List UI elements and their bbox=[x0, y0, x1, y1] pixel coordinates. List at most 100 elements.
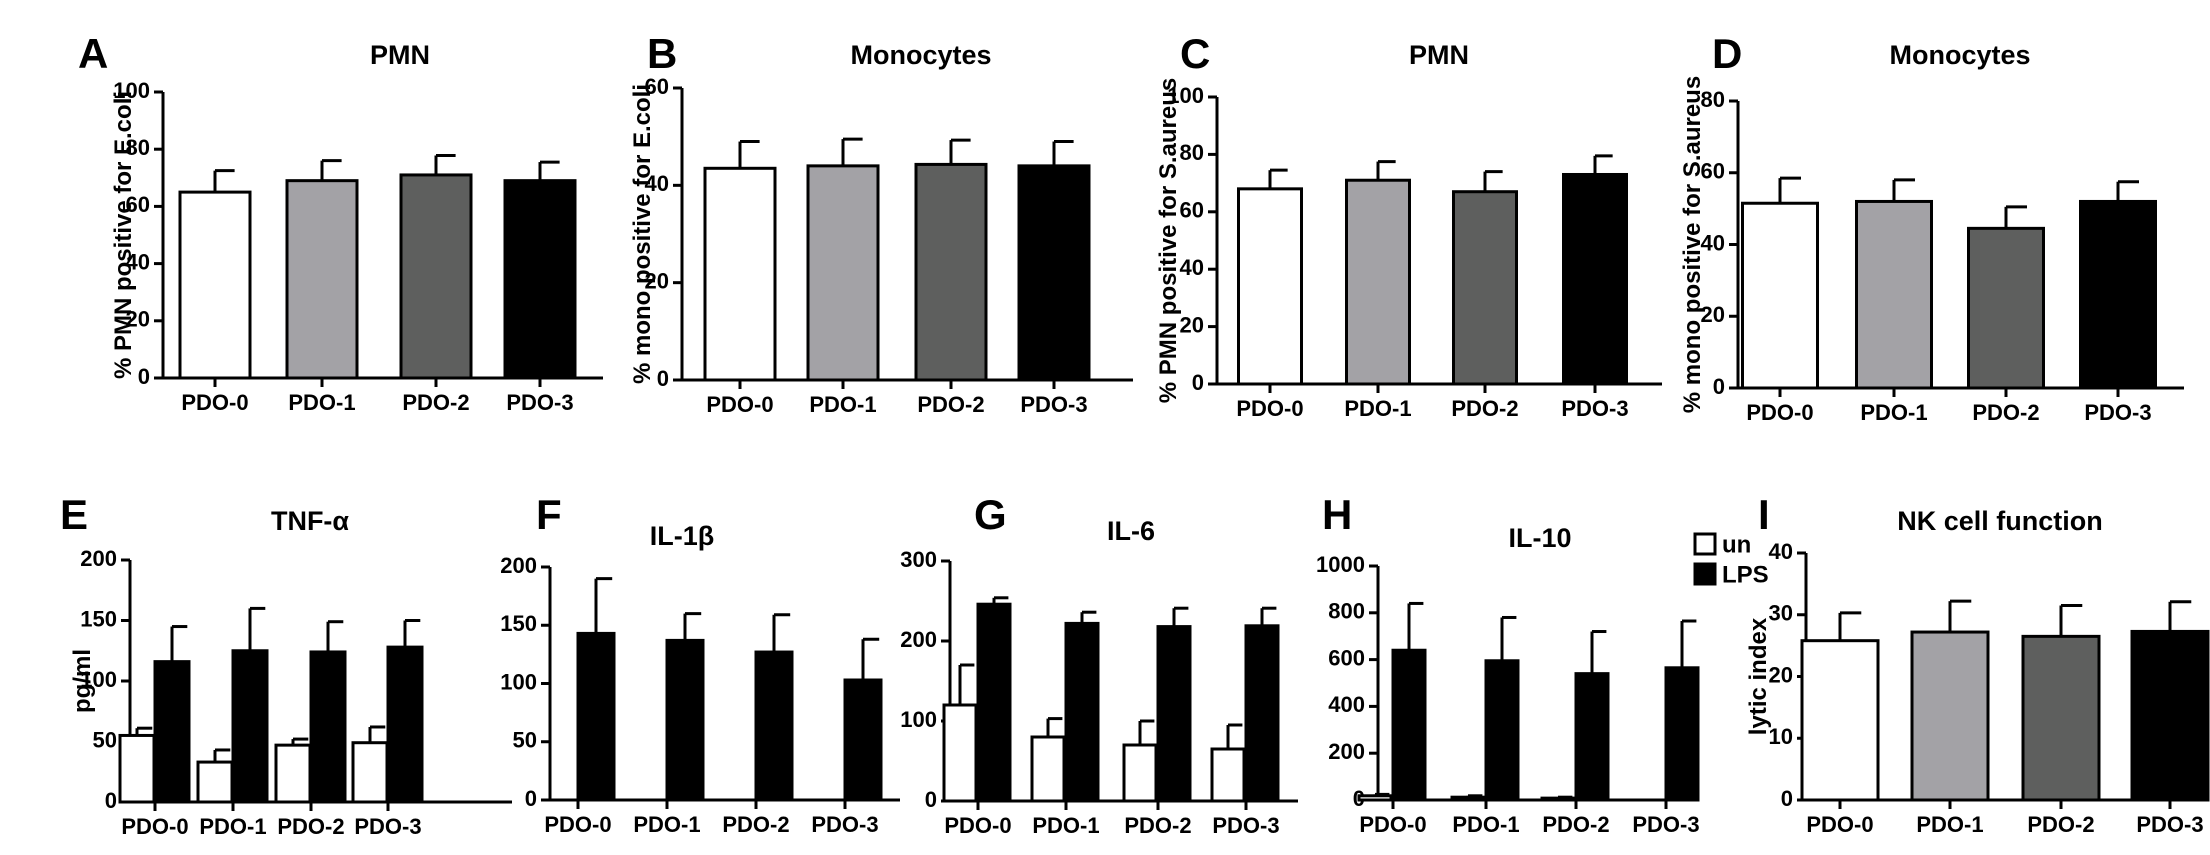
y-tick-label: 20 bbox=[126, 307, 150, 332]
x-tick-label: PDO-1 bbox=[1344, 396, 1411, 421]
x-tick-label: PDO-3 bbox=[506, 390, 573, 415]
y-tick-label: 0 bbox=[105, 788, 117, 813]
y-tick-label: 80 bbox=[1701, 87, 1725, 112]
y-tick-label: 150 bbox=[500, 611, 537, 636]
x-tick-label: PDO-1 bbox=[288, 390, 355, 415]
y-tick-label: 60 bbox=[1180, 198, 1204, 223]
bar bbox=[1064, 621, 1100, 803]
x-tick-label: PDO-0 bbox=[1359, 812, 1426, 837]
bar bbox=[2021, 634, 2101, 802]
bar bbox=[1237, 187, 1303, 386]
y-tick-label: 200 bbox=[80, 546, 117, 571]
chart-title: IL-6 bbox=[1107, 516, 1155, 546]
bar bbox=[1562, 172, 1628, 386]
x-tick-label: PDO-0 bbox=[1746, 400, 1813, 425]
chart-title: IL-1β bbox=[650, 521, 714, 551]
panel-letter: H bbox=[1322, 491, 1352, 538]
panel-d: D Monocytes 0 20 40 60 80% mono positive for S… bbox=[1679, 30, 2184, 425]
chart-title: TNF-α bbox=[271, 506, 349, 536]
bar bbox=[1450, 795, 1486, 802]
bar bbox=[1967, 226, 2045, 390]
y-tick-label: 50 bbox=[93, 727, 117, 752]
panel-b: B Monocytes 0 20 40 60% mono positive for E.c… bbox=[629, 30, 1133, 417]
panel-a: A PMN 0 20 40 60 80 100% PMN positive for E.col… bbox=[78, 30, 603, 415]
y-tick-label: 100 bbox=[500, 669, 537, 694]
x-tick-label: PDO-0 bbox=[544, 812, 611, 837]
bar bbox=[1017, 164, 1091, 382]
bar bbox=[1574, 672, 1610, 802]
y-tick-label: 10 bbox=[1769, 724, 1793, 749]
panel-letter: E bbox=[60, 491, 88, 538]
x-tick-label: PDO-0 bbox=[121, 814, 188, 839]
x-tick-label: PDO-3 bbox=[811, 812, 878, 837]
bar bbox=[231, 649, 269, 804]
y-tick-label: 100 bbox=[1167, 83, 1204, 108]
panel-e: E TNF-α 0 50 100 150 200 pg/ml PDO-0 PDO-1 PDO-2 PD… bbox=[60, 491, 512, 839]
bar bbox=[1210, 747, 1246, 803]
bar bbox=[1244, 624, 1280, 803]
bar bbox=[1345, 178, 1411, 386]
y-tick-label: 20 bbox=[1769, 662, 1793, 687]
y-tick-label: 40 bbox=[1769, 539, 1793, 564]
y-tick-label: 0 bbox=[925, 787, 937, 812]
y-tick-label: 400 bbox=[1328, 692, 1365, 717]
y-axis-title: % PMN positive for S.aureus bbox=[1155, 78, 1182, 403]
x-tick-label: PDO-0 bbox=[944, 813, 1011, 838]
bar bbox=[1452, 190, 1518, 386]
y-tick-label: 600 bbox=[1328, 645, 1365, 670]
y-tick-label: 30 bbox=[1769, 601, 1793, 626]
bar bbox=[665, 638, 705, 802]
bar bbox=[1741, 201, 1819, 390]
bar bbox=[118, 733, 156, 804]
y-tick-label: 20 bbox=[645, 268, 669, 293]
x-tick-label: PDO-3 bbox=[1020, 392, 1087, 417]
y-tick-label: 100 bbox=[80, 667, 117, 692]
y-tick-label: 60 bbox=[645, 74, 669, 99]
y-tick-label: 150 bbox=[80, 606, 117, 631]
chart-title: Monocytes bbox=[850, 40, 991, 70]
y-tick-label: 0 bbox=[525, 786, 537, 811]
x-tick-label: PDO-3 bbox=[2136, 812, 2203, 837]
y-axis-title: % mono positive for S.aureus bbox=[1679, 76, 1706, 413]
bar bbox=[285, 179, 359, 380]
bar bbox=[351, 741, 389, 804]
x-tick-label: PDO-2 bbox=[1972, 400, 2039, 425]
chart-title: NK cell function bbox=[1897, 506, 2103, 536]
x-tick-label: PDO-1 bbox=[809, 392, 876, 417]
panel-c: C PMN 0 20 40 60 80 100% PMN positive for S.aur… bbox=[1155, 30, 1662, 421]
x-tick-label: PDO-3 bbox=[1632, 812, 1699, 837]
panel-letter: G bbox=[974, 491, 1007, 538]
bar bbox=[399, 173, 473, 380]
x-tick-label: PDO-1 bbox=[1916, 812, 1983, 837]
bar bbox=[178, 190, 252, 380]
bar bbox=[703, 166, 777, 382]
bar bbox=[1122, 743, 1158, 803]
y-axis-title: lytic index bbox=[1745, 617, 1772, 735]
y-axis-title: % mono positive for E.coli bbox=[629, 84, 656, 384]
bar bbox=[806, 164, 880, 382]
bar bbox=[386, 645, 424, 804]
panel-letter: D bbox=[1712, 30, 1742, 77]
y-axis-title: pg/ml bbox=[69, 649, 96, 713]
bar bbox=[274, 743, 312, 804]
x-tick-label: PDO-1 bbox=[1452, 812, 1519, 837]
y-tick-label: 100 bbox=[113, 78, 150, 103]
bar bbox=[1664, 666, 1700, 802]
x-tick-label: PDO-3 bbox=[2084, 400, 2151, 425]
x-tick-label: PDO-0 bbox=[181, 390, 248, 415]
bar bbox=[1910, 630, 1990, 802]
x-tick-label: PDO-3 bbox=[354, 814, 421, 839]
bar bbox=[2130, 629, 2210, 802]
bar bbox=[1030, 735, 1066, 803]
bar bbox=[1800, 639, 1880, 802]
bar bbox=[153, 660, 191, 804]
legend-label: LPS bbox=[1722, 561, 1769, 588]
bar bbox=[1855, 199, 1933, 390]
bar bbox=[914, 162, 988, 382]
x-tick-label: PDO-2 bbox=[402, 390, 469, 415]
x-tick-label: PDO-3 bbox=[1212, 813, 1279, 838]
chart-title: PMN bbox=[370, 40, 430, 70]
y-axis-title: % PMN positive for E.coli bbox=[110, 91, 137, 379]
legend-swatch bbox=[1693, 562, 1717, 586]
